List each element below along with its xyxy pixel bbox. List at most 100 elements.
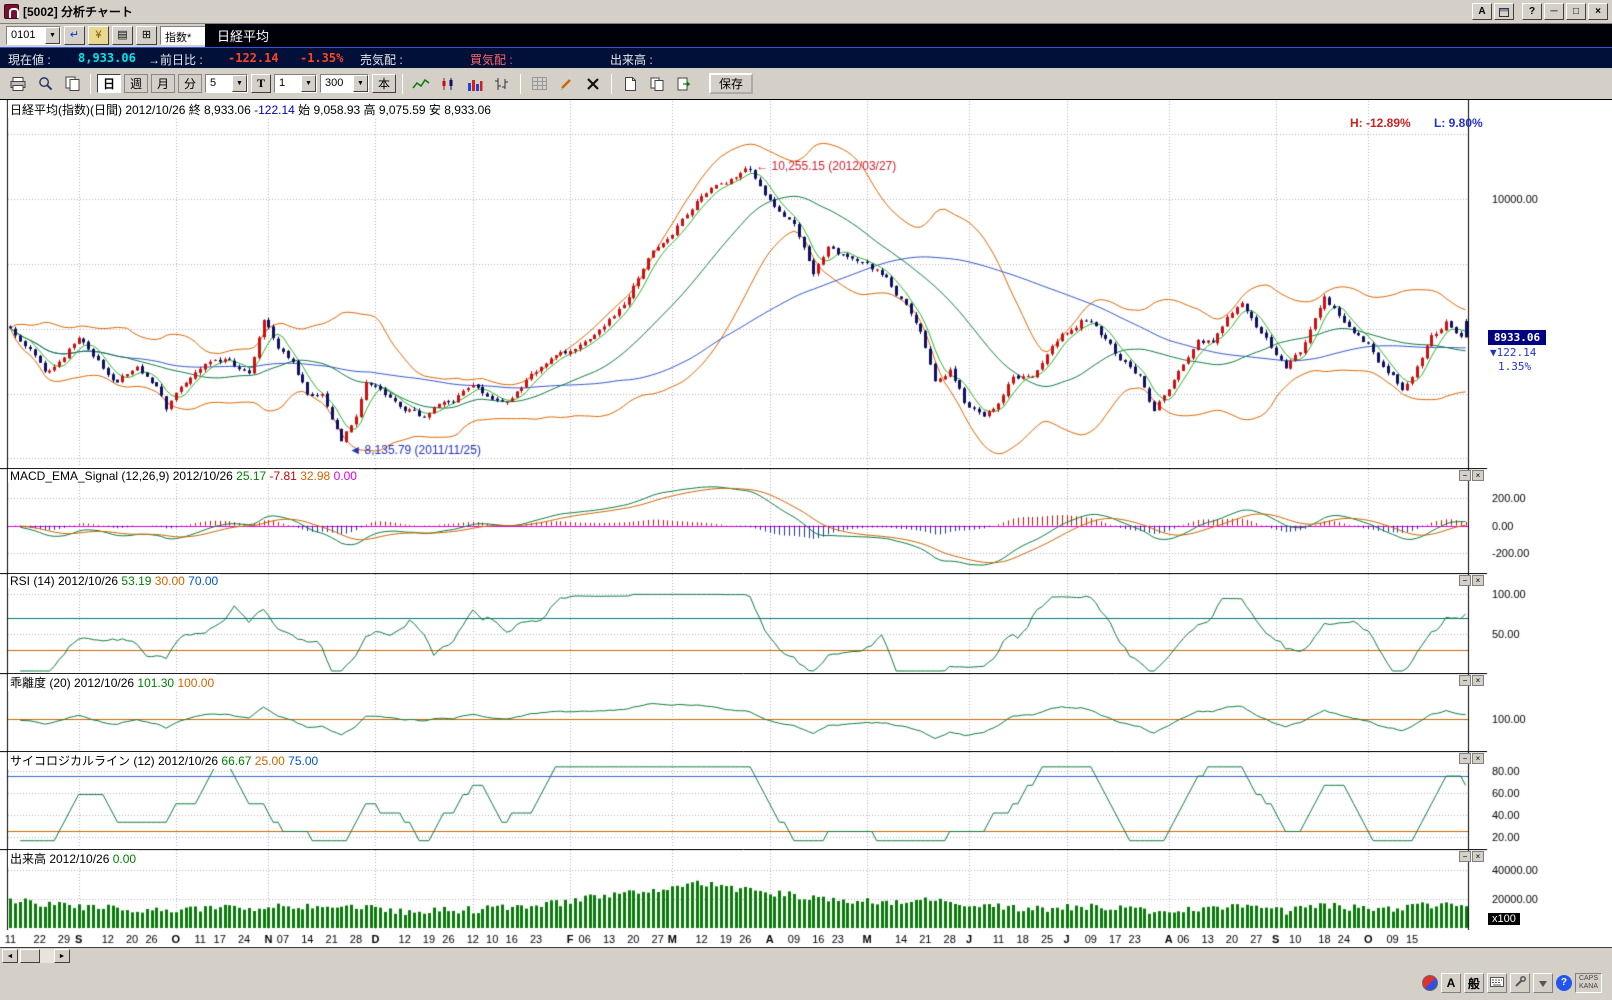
price-chart-canvas[interactable] bbox=[0, 100, 1612, 468]
ime-input-mode-button[interactable]: A bbox=[1441, 973, 1461, 993]
return-arrow-icon: ↵ bbox=[70, 29, 79, 41]
macd-chart-canvas[interactable] bbox=[0, 468, 1612, 573]
candlestick-button[interactable] bbox=[436, 73, 460, 95]
period-button-monthly[interactable]: 月 bbox=[151, 74, 175, 93]
grid-toggle-button[interactable] bbox=[527, 73, 551, 95]
rsi-chart-canvas[interactable] bbox=[0, 573, 1612, 673]
pages-icon bbox=[650, 77, 664, 91]
chevron-down-icon[interactable]: ▼ bbox=[232, 75, 247, 92]
maximize-button[interactable]: □ bbox=[1566, 3, 1586, 20]
panel-minimize-button[interactable]: − bbox=[1459, 851, 1471, 862]
ohlc-chart-button[interactable] bbox=[490, 73, 514, 95]
kairi-chart-canvas[interactable] bbox=[0, 673, 1612, 751]
ime-options-button[interactable] bbox=[1533, 973, 1553, 993]
ime-tools-button[interactable] bbox=[1510, 973, 1530, 993]
grid-icon bbox=[532, 77, 547, 90]
x-icon bbox=[587, 78, 599, 90]
grid-plus-icon: ⊞ bbox=[142, 29, 151, 41]
volume-unit-badge: x100 bbox=[1488, 913, 1520, 925]
symbol-toolbar: 0101 ▼ ↵ ¥ ▤ ⊞ 指数* ▼ 日経平均 bbox=[0, 24, 1612, 47]
registry-button[interactable]: ⊞ bbox=[136, 26, 157, 45]
bar-chart-button[interactable] bbox=[463, 73, 487, 95]
h-scrollbar-track[interactable] bbox=[18, 949, 54, 963]
panel-close-button[interactable]: × bbox=[1472, 753, 1484, 764]
new-window-button[interactable] bbox=[618, 73, 642, 95]
instrument-band: 日経平均 bbox=[205, 24, 1612, 47]
help-button[interactable]: ? bbox=[1522, 3, 1542, 20]
palette-button[interactable] bbox=[1494, 3, 1514, 20]
scroll-row: ◄ ► bbox=[0, 948, 1612, 964]
current-pct-label: 1.35% bbox=[1498, 360, 1531, 373]
font-size-button[interactable]: A bbox=[1472, 3, 1492, 20]
copy-window-button[interactable] bbox=[645, 73, 669, 95]
enter-symbol-button[interactable]: ↵ bbox=[64, 26, 85, 45]
period-button-minute[interactable]: 分 bbox=[178, 74, 202, 93]
minute-interval-combo[interactable]: 5 ▼ bbox=[205, 74, 248, 93]
minimize-button[interactable]: ─ bbox=[1544, 3, 1564, 20]
yen-icon: ¥ bbox=[95, 29, 101, 41]
bars-unit-button[interactable]: 本 bbox=[372, 74, 396, 93]
panel-minimize-button[interactable]: − bbox=[1459, 575, 1471, 586]
close-button[interactable]: × bbox=[1588, 3, 1608, 20]
ime-help-icon[interactable]: ? bbox=[1556, 975, 1572, 991]
period-button-daily[interactable]: 日 bbox=[97, 74, 121, 93]
tick-button[interactable]: T bbox=[251, 74, 271, 93]
chevron-down-icon[interactable]: ▼ bbox=[353, 75, 368, 92]
print-button[interactable] bbox=[6, 73, 30, 95]
zoom-button[interactable] bbox=[33, 73, 57, 95]
magnifier-icon bbox=[38, 76, 53, 91]
x-axis bbox=[0, 930, 1612, 949]
rsi-panel-header: RSI (14) 2012/10/26 53.19 30.00 70.00 bbox=[8, 574, 220, 588]
chevron-down-icon bbox=[1539, 981, 1547, 987]
panel-close-button[interactable]: × bbox=[1472, 851, 1484, 862]
board-button[interactable]: ▤ bbox=[112, 26, 133, 45]
h-scrollbar-thumb[interactable] bbox=[20, 949, 40, 963]
symbol-code-value: 0101 bbox=[7, 27, 45, 44]
app-logo-icon bbox=[4, 4, 19, 19]
symbol-code-combo[interactable]: 0101 ▼ bbox=[6, 26, 61, 45]
page-arrow-icon bbox=[677, 77, 691, 91]
clear-drawing-button[interactable] bbox=[581, 73, 605, 95]
copy-chart-button[interactable] bbox=[60, 73, 84, 95]
price-info-button[interactable]: ¥ bbox=[88, 26, 109, 45]
category-value: 指数* bbox=[161, 27, 205, 44]
printer-icon bbox=[10, 77, 26, 91]
palette-icon bbox=[1499, 8, 1509, 17]
bar-count-combo[interactable]: 300 ▼ bbox=[320, 74, 369, 93]
kairi-panel-header: 乖離度 (20) 2012/10/26 101.30 100.00 bbox=[8, 674, 216, 691]
bid-label: 買気配 : bbox=[470, 51, 513, 68]
save-button[interactable]: 保存 bbox=[709, 73, 753, 94]
toolbar-separator bbox=[402, 74, 403, 94]
scroll-left-button[interactable]: ◄ bbox=[2, 949, 18, 963]
period-button-weekly[interactable]: 週 bbox=[124, 74, 148, 93]
panel-close-button[interactable]: × bbox=[1472, 470, 1484, 481]
current-price-value: 8,933.06 bbox=[78, 51, 136, 65]
chevron-down-icon[interactable]: ▼ bbox=[45, 27, 60, 44]
ime-keyboard-button[interactable] bbox=[1487, 973, 1507, 993]
panel-close-button[interactable]: × bbox=[1472, 575, 1484, 586]
low-change-label: L: 9.80% bbox=[1434, 116, 1483, 130]
ime-conversion-mode-button[interactable]: 般 bbox=[1464, 973, 1484, 993]
title-bar[interactable]: [5002] 分析チャート A ? ─ □ × bbox=[0, 0, 1612, 24]
panel-minimize-button[interactable]: − bbox=[1459, 675, 1471, 686]
line-chart-button[interactable] bbox=[409, 73, 433, 95]
ime-logo-icon[interactable] bbox=[1422, 975, 1438, 991]
ime-language-bar: A 般 ? CAPS KANA bbox=[1422, 970, 1602, 996]
tick-interval-combo[interactable]: 1 ▼ bbox=[274, 74, 317, 93]
panel-minimize-button[interactable]: − bbox=[1459, 753, 1471, 764]
scroll-right-button[interactable]: ► bbox=[54, 949, 70, 963]
layout-button[interactable] bbox=[672, 73, 696, 95]
current-price-label: 現在値 : bbox=[8, 51, 51, 68]
copy-pages-icon bbox=[65, 76, 80, 91]
panel-close-button[interactable]: × bbox=[1472, 675, 1484, 686]
ime-caps-kana-indicator[interactable]: CAPS KANA bbox=[1575, 973, 1602, 993]
volume-chart-canvas[interactable] bbox=[0, 849, 1612, 930]
window-title: [5002] 分析チャート bbox=[23, 3, 133, 20]
toolbar-separator bbox=[611, 74, 612, 94]
panel-minimize-button[interactable]: − bbox=[1459, 470, 1471, 481]
draw-button[interactable] bbox=[554, 73, 578, 95]
line-chart-icon bbox=[412, 77, 430, 91]
chevron-down-icon[interactable]: ▼ bbox=[301, 75, 316, 92]
keyboard-icon bbox=[1490, 977, 1504, 987]
caps-label: CAPS bbox=[1579, 975, 1598, 983]
